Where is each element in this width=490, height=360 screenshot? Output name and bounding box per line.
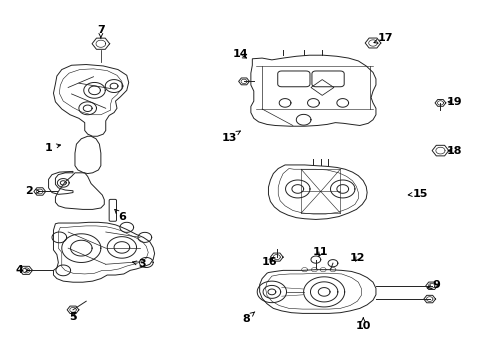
Text: 19: 19 xyxy=(446,97,462,107)
Text: 9: 9 xyxy=(427,280,441,290)
Text: 1: 1 xyxy=(45,143,61,153)
Text: 13: 13 xyxy=(221,131,240,143)
Text: 14: 14 xyxy=(232,49,248,59)
Text: 17: 17 xyxy=(374,33,393,43)
Text: 5: 5 xyxy=(69,312,77,322)
Text: 12: 12 xyxy=(350,253,365,263)
Text: 16: 16 xyxy=(262,257,277,267)
Text: 2: 2 xyxy=(25,186,40,197)
Text: 18: 18 xyxy=(446,145,462,156)
Text: 7: 7 xyxy=(97,25,105,38)
Text: 15: 15 xyxy=(408,189,428,199)
Text: 3: 3 xyxy=(133,259,146,269)
Text: 11: 11 xyxy=(313,247,328,257)
Text: 10: 10 xyxy=(356,318,371,331)
Text: 8: 8 xyxy=(242,312,255,324)
Text: 6: 6 xyxy=(115,210,126,221)
Text: 4: 4 xyxy=(15,265,29,275)
